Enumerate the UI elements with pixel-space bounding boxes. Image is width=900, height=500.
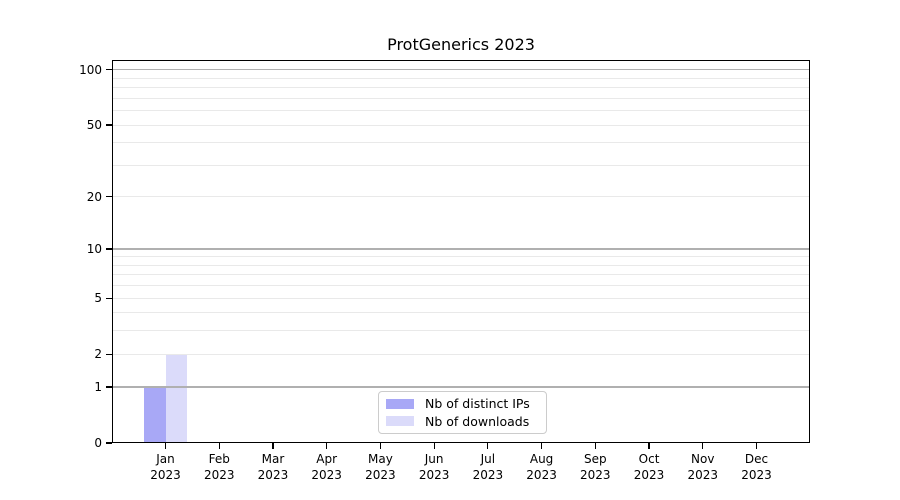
x-tick-label: Aug 2023 xyxy=(526,452,557,482)
gridline-minor xyxy=(112,312,810,314)
gridline-minor xyxy=(112,164,810,166)
x-tick-mark xyxy=(755,443,758,449)
x-tick-mark xyxy=(433,443,435,449)
gridline-minor xyxy=(112,297,810,299)
x-tick-label: Feb 2023 xyxy=(203,452,235,482)
x-tick-mark xyxy=(272,443,274,449)
y-tick-label: 20 xyxy=(86,189,102,204)
x-tick-label: Oct 2023 xyxy=(633,452,665,482)
y-tick-label: 10 xyxy=(86,242,102,257)
bar-downloads xyxy=(165,354,187,443)
x-tick-label: Sep 2023 xyxy=(580,452,611,482)
gridline-minor xyxy=(112,264,810,266)
gridline-minor xyxy=(112,353,810,355)
y-tick-mark xyxy=(106,248,112,250)
y-tick-label: 50 xyxy=(86,118,102,133)
legend-item-distinct-ips: Nb of distinct IPs xyxy=(386,396,539,411)
bar-distinct-ips xyxy=(144,386,166,443)
y-tick-label: 0 xyxy=(94,436,102,450)
gridline-major xyxy=(112,248,810,250)
x-tick-mark xyxy=(540,443,543,449)
y-tick-mark xyxy=(106,69,112,71)
y-tick-label: 2 xyxy=(94,347,102,362)
gridline-minor xyxy=(112,110,810,112)
y-tick-label: 1 xyxy=(94,379,102,394)
gridline-minor xyxy=(112,274,810,276)
x-tick-mark xyxy=(702,443,704,449)
legend-label-distinct-ips: Nb of distinct IPs xyxy=(425,396,530,412)
x-tick-label: Jan 2023 xyxy=(150,452,181,482)
x-tick-label: Jun 2023 xyxy=(418,452,450,482)
x-tick-label: May 2023 xyxy=(365,452,396,482)
y-tick-mark xyxy=(106,196,112,198)
y-tick-mark xyxy=(106,353,112,355)
x-tick-label: Jul 2023 xyxy=(472,452,504,482)
y-tick-mark xyxy=(106,124,112,126)
x-tick-mark xyxy=(379,443,381,449)
legend-swatch-downloads xyxy=(386,416,414,427)
gridline-minor xyxy=(112,256,810,258)
gridline-major xyxy=(112,386,810,388)
gridline-minor xyxy=(112,124,810,126)
legend-item-downloads: Nb of downloads xyxy=(386,414,539,429)
x-tick-mark xyxy=(594,443,596,449)
y-tick-mark xyxy=(106,386,112,388)
x-tick-label: Apr 2023 xyxy=(311,452,342,482)
x-tick-mark xyxy=(487,443,489,449)
x-tick-mark xyxy=(648,443,650,449)
y-tick-mark xyxy=(106,297,112,299)
legend-label-downloads: Nb of downloads xyxy=(425,413,530,429)
gridline-minor xyxy=(112,77,810,79)
gridline-minor xyxy=(112,87,810,89)
gridline-minor xyxy=(112,97,810,99)
legend: Nb of distinct IPs Nb of downloads xyxy=(378,391,547,434)
gridline-minor xyxy=(112,330,810,332)
plot-area xyxy=(112,60,810,443)
gridline-major xyxy=(112,69,810,71)
gridline-minor xyxy=(112,285,810,287)
legend-swatch-distinct-ips xyxy=(386,398,414,409)
x-tick-label: Mar 2023 xyxy=(257,452,289,482)
gridline-minor xyxy=(112,196,810,198)
y-tick-mark xyxy=(106,442,112,444)
x-tick-label: Dec 2023 xyxy=(741,452,772,482)
y-tick-label: 5 xyxy=(94,291,102,306)
y-tick-label: 100 xyxy=(79,62,102,77)
x-tick-label: Nov 2023 xyxy=(687,452,719,482)
chart-title: ProtGenerics 2023 xyxy=(387,35,535,54)
x-tick-mark xyxy=(326,443,328,449)
x-tick-mark xyxy=(164,443,167,449)
x-tick-mark xyxy=(218,443,220,449)
gridline-minor xyxy=(112,142,810,144)
